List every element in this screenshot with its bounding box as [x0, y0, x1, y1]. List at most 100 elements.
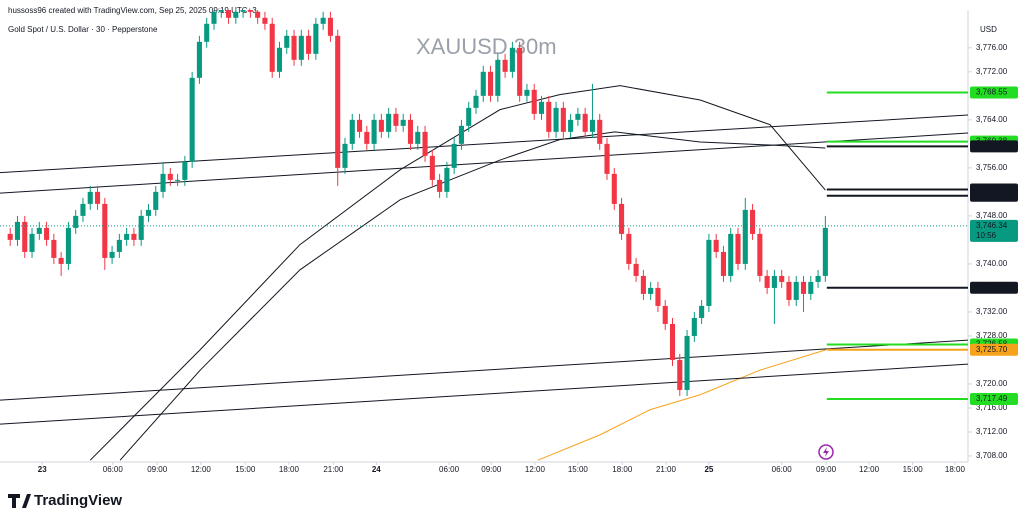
candle-body [335, 35, 341, 168]
candle-body [524, 89, 530, 96]
candle-body [51, 239, 57, 258]
plot-area [0, 10, 968, 461]
y-tick-label: 3,740.00 [976, 259, 1008, 268]
overlay-line [0, 363, 968, 425]
alert-icon[interactable] [818, 444, 834, 460]
candle-body [582, 113, 588, 132]
candle-body [764, 275, 770, 288]
candle-body [684, 335, 690, 390]
y-tick-label: 3,728.00 [976, 331, 1008, 340]
candle-body [793, 281, 799, 300]
y-tick-label: 3,764.00 [976, 115, 1008, 124]
candle-body [167, 173, 173, 180]
candle-body [473, 95, 479, 108]
candle-body [14, 221, 21, 240]
candle-body [495, 59, 501, 96]
level-label: 3,736.02 [976, 283, 1008, 292]
brand: TradingView [34, 492, 122, 509]
candle-body [669, 323, 676, 360]
candle-body [415, 131, 421, 144]
y-tick-label: 3,748.00 [976, 211, 1008, 220]
candle-body [458, 125, 464, 144]
candle-body [371, 119, 377, 144]
candle-body [677, 359, 683, 390]
y-tick-label: 3,716.00 [976, 403, 1008, 412]
candle-body [262, 17, 268, 24]
candle-body [589, 119, 595, 132]
candle-body [750, 209, 756, 234]
candle-body [822, 227, 828, 276]
y-tick-label: 3,772.00 [976, 67, 1008, 76]
x-tick-label: 06:00 [439, 465, 460, 474]
candle-body [488, 71, 494, 96]
overlay-line [537, 349, 827, 461]
x-tick-label: 15:00 [903, 465, 924, 474]
candle-body [531, 89, 537, 114]
level-label: 3,717.49 [976, 394, 1008, 403]
candle-body [247, 10, 253, 12]
x-tick-label: 12:00 [859, 465, 880, 474]
level-label: 3,751.35 [976, 191, 1008, 200]
candle-body [466, 107, 472, 126]
x-tick-label: 18:00 [612, 465, 633, 474]
candle-body [407, 119, 414, 144]
candle-body [560, 107, 566, 132]
x-tick-label: 18:00 [945, 465, 966, 474]
candle-body [509, 47, 515, 72]
candle-body [779, 275, 785, 282]
currency: USD [980, 25, 997, 34]
level-tag [970, 281, 1018, 294]
candle-body [29, 233, 35, 252]
candle-body [138, 215, 144, 240]
candle-body [815, 275, 821, 282]
last-price-label: 3,746.34 [976, 221, 1008, 230]
candle-body [619, 203, 625, 234]
candle-body [553, 107, 559, 132]
x-tick-label: 12:00 [525, 465, 546, 474]
candle-body [204, 23, 210, 42]
candle-body [22, 221, 28, 252]
candle-body [298, 35, 304, 60]
candle-body [153, 191, 159, 210]
candle-body [65, 227, 71, 264]
candle-body [626, 233, 632, 264]
candle-body [73, 215, 79, 228]
candle-body [233, 11, 239, 18]
overlay-line [0, 339, 968, 401]
candle-body [393, 113, 399, 126]
x-tick-label: 18:00 [279, 465, 300, 474]
candle-body [218, 10, 224, 12]
x-tick-label: 06:00 [772, 465, 793, 474]
candle-body [444, 167, 450, 192]
candle-body [240, 10, 246, 12]
candle-body [160, 173, 166, 192]
level-label: 3,752.39 [976, 185, 1008, 194]
level-tag [970, 189, 1018, 202]
x-tick-label: 09:00 [481, 465, 502, 474]
candle-body [699, 305, 705, 318]
candle-body [480, 71, 486, 96]
candle-body [94, 191, 101, 204]
candle-body [691, 317, 697, 336]
candle-body [757, 233, 763, 276]
y-tick-label: 3,756.00 [976, 163, 1008, 172]
candle-body [429, 155, 435, 180]
y-tick-label: 3,708.00 [976, 451, 1008, 460]
candle-body [356, 119, 363, 132]
x-tick-label: 21:00 [656, 465, 677, 474]
candle-body [342, 143, 348, 168]
x-tick-label: 06:00 [103, 465, 124, 474]
candle-body [364, 131, 370, 144]
candle-body [546, 101, 552, 132]
candle-body [36, 227, 42, 234]
candle-body [604, 143, 610, 174]
level-tag [970, 140, 1018, 153]
candle-body [189, 77, 195, 162]
x-tick-label: 24 [372, 465, 381, 474]
candle-body [538, 101, 545, 114]
candle-body [633, 263, 639, 276]
candle-body [145, 209, 152, 216]
candle-body [182, 161, 188, 180]
x-tick-label: 21:00 [323, 465, 344, 474]
candle-body [706, 239, 712, 306]
